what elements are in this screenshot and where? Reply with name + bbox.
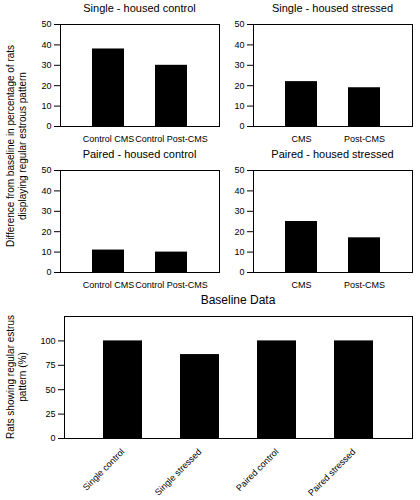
svg-text:Control CMS: Control CMS	[83, 280, 135, 290]
svg-text:Post-CMS: Post-CMS	[344, 280, 385, 290]
svg-text:Control Post-CMS: Control Post-CMS	[135, 280, 208, 290]
svg-text:20: 20	[41, 227, 51, 237]
svg-text:Paired stressed: Paired stressed	[306, 447, 357, 498]
svg-text:Post-CMS: Post-CMS	[344, 134, 385, 144]
svg-text:0: 0	[239, 121, 244, 131]
svg-text:30: 30	[41, 60, 51, 70]
svg-text:0: 0	[239, 267, 244, 277]
svg-text:25: 25	[45, 409, 55, 419]
html-text:Baseline Data: Baseline Data	[200, 293, 276, 307]
svg-text:40: 40	[41, 40, 51, 50]
svg-text:10: 10	[41, 247, 51, 257]
svg-text:Control CMS: Control CMS	[83, 134, 135, 144]
svg-text:20: 20	[234, 227, 244, 237]
svg-text:20: 20	[234, 81, 244, 91]
svg-text:40: 40	[234, 186, 244, 196]
html-text:Difference from baseline in pe: Difference from baseline in percentage o…	[5, 44, 28, 248]
html-text:Rats showing regular estrus pa: Rats showing regular estrus pattern (%)	[5, 315, 28, 439]
svg-text:Single stressed: Single stressed	[153, 447, 204, 498]
html-text:Single - housed control: Single - housed control	[83, 2, 196, 14]
svg-text:50: 50	[41, 19, 51, 29]
svg-text:50: 50	[41, 165, 51, 175]
svg-text:30: 30	[234, 60, 244, 70]
svg-text:30: 30	[234, 206, 244, 216]
html-text:Paired - housed control: Paired - housed control	[82, 148, 197, 160]
svg-text:Paired control: Paired control	[234, 447, 280, 493]
svg-text:40: 40	[41, 186, 51, 196]
svg-text:Single control: Single control	[81, 447, 127, 493]
svg-text:10: 10	[234, 101, 244, 111]
svg-text:100: 100	[40, 336, 55, 346]
html-text:Single - housed stressed: Single - housed stressed	[272, 2, 393, 14]
svg-text:50: 50	[234, 19, 244, 29]
svg-text:Control Post-CMS: Control Post-CMS	[135, 134, 208, 144]
svg-text:20: 20	[41, 81, 51, 91]
svg-text:CMS: CMS	[292, 280, 312, 290]
svg-text:40: 40	[234, 40, 244, 50]
svg-text:10: 10	[234, 247, 244, 257]
svg-text:0: 0	[50, 433, 55, 443]
svg-text:50: 50	[45, 385, 55, 395]
svg-text:30: 30	[41, 206, 51, 216]
svg-text:0: 0	[46, 267, 51, 277]
html-text:Paired - housed stressed: Paired - housed stressed	[271, 148, 394, 160]
svg-text:10: 10	[41, 101, 51, 111]
svg-text:75: 75	[45, 360, 55, 370]
svg-text:CMS: CMS	[292, 134, 312, 144]
svg-text:50: 50	[234, 165, 244, 175]
svg-text:0: 0	[46, 121, 51, 131]
